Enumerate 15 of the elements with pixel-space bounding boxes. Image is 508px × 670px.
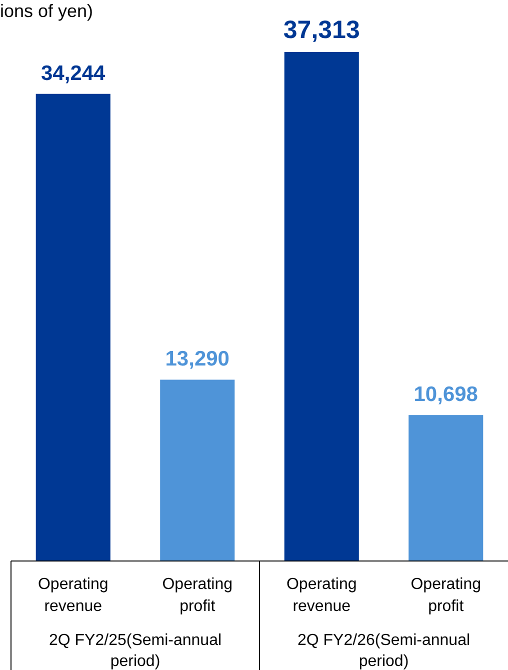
bar xyxy=(284,52,359,561)
bar xyxy=(160,380,235,561)
bar xyxy=(36,94,110,561)
x-tick-label: Operating revenue xyxy=(38,576,108,615)
bar xyxy=(408,415,484,561)
x-tick-label: Operating profit xyxy=(162,576,233,615)
data-label: 34,244 xyxy=(41,62,106,85)
text: 2Q FY2/26(Semi-annual period) xyxy=(297,632,470,670)
x-tick-label: Operating revenue xyxy=(286,576,357,615)
text: 2Q FY2/25(Semi-annual period) xyxy=(48,632,222,670)
data-label: 37,313 xyxy=(283,16,360,44)
data-label: 10,698 xyxy=(414,383,478,406)
x-tick-label: Operating profit xyxy=(410,576,482,615)
chart-title: ions of yen) xyxy=(0,1,94,21)
data-label: 13,290 xyxy=(165,348,230,371)
